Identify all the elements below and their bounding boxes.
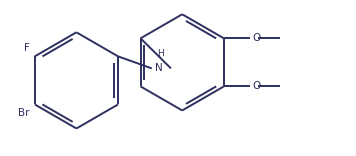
Text: N: N (155, 63, 163, 73)
Text: O: O (252, 33, 260, 43)
Text: O: O (252, 81, 260, 91)
Text: H: H (157, 49, 163, 58)
Text: F: F (24, 43, 30, 53)
Text: Br: Br (19, 108, 30, 118)
